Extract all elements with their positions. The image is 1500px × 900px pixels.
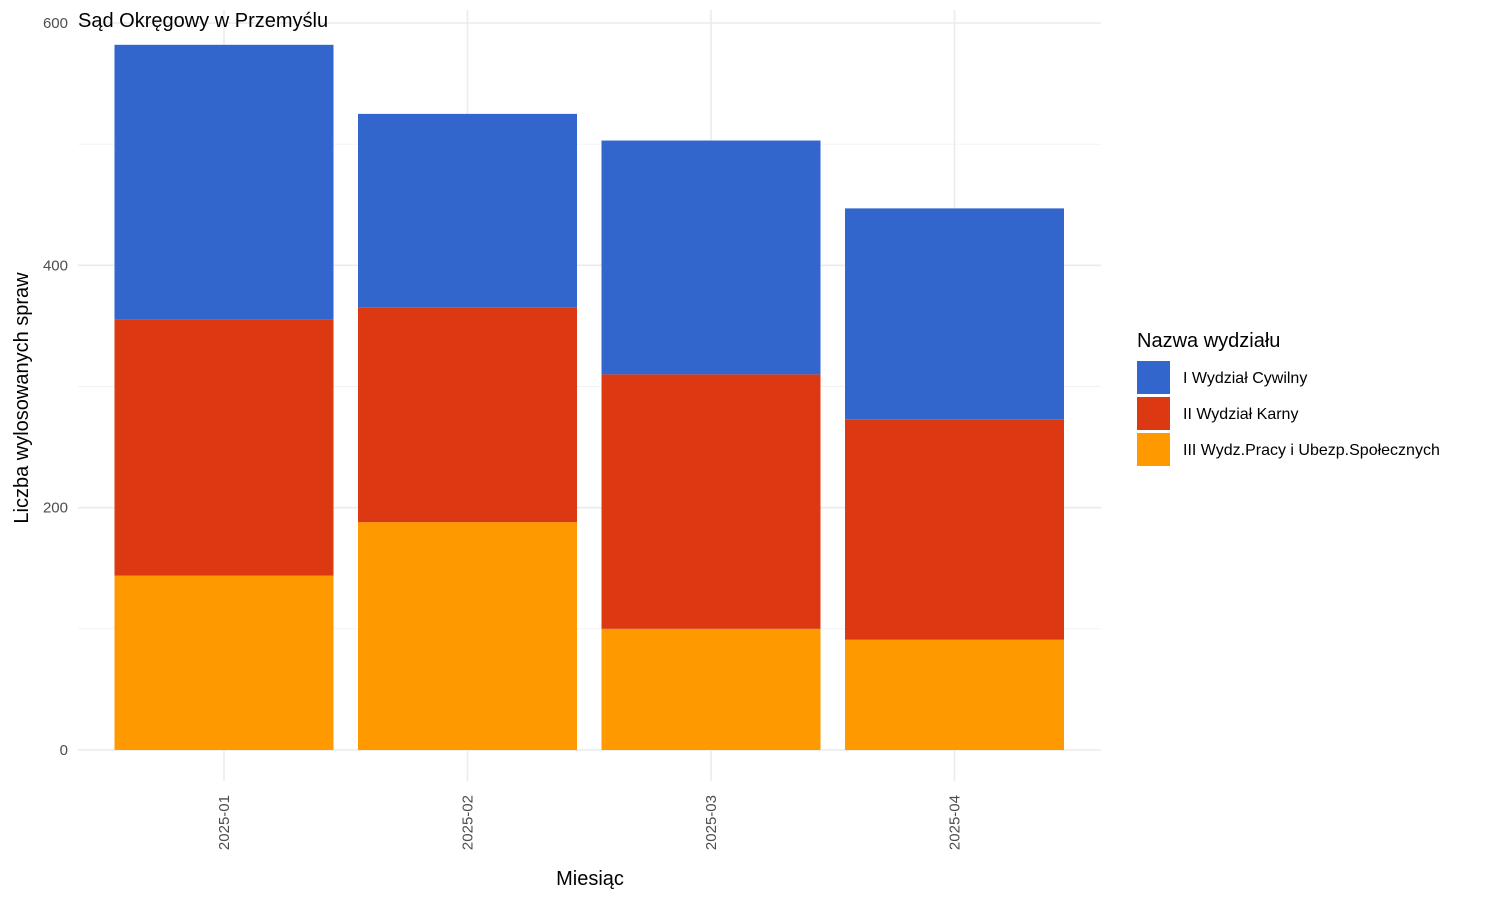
y-axis-ticks: 0 200 400 600 [43, 15, 68, 759]
bar-segment [601, 628, 821, 750]
y-tick-label: 200 [43, 500, 68, 517]
bar-segment [601, 140, 821, 375]
x-tick-label: 2025-04 [947, 795, 964, 850]
y-axis-title: Liczba wylosowanych spraw [11, 272, 33, 524]
bar-segment [845, 419, 1064, 640]
legend-label: II Wydział Karny [1183, 406, 1298, 423]
legend: Nazwa wydziału I Wydział Cywilny II Wydzi… [1137, 330, 1440, 466]
bar-segment [358, 522, 577, 750]
chart-title: Sąd Okręgowy w Przemyślu [78, 10, 328, 32]
legend-label: I Wydział Cywilny [1183, 370, 1307, 387]
bar-segment [114, 575, 334, 750]
bar-segment [845, 639, 1064, 750]
x-tick-label: 2025-02 [460, 795, 477, 850]
y-tick-label: 600 [43, 15, 68, 32]
bar-segment [601, 374, 821, 629]
y-tick-label: 400 [43, 257, 68, 274]
bar-segment [358, 113, 577, 308]
bar-segment [358, 307, 577, 523]
legend-items: I Wydział Cywilny II Wydział Karny III Wyd… [1137, 361, 1440, 466]
bar-segment [114, 44, 334, 320]
bar-segment [114, 319, 334, 576]
y-tick-label: 0 [60, 742, 68, 759]
legend-swatch [1137, 433, 1170, 466]
legend-label: III Wydz.Pracy i Ubezp.Społecznych [1183, 442, 1440, 459]
x-axis-title: Miesiąc [556, 868, 624, 890]
legend-swatch [1137, 361, 1170, 394]
bar-segment [845, 208, 1064, 420]
x-tick-label: 2025-03 [703, 795, 720, 850]
x-axis-ticks: 2025-01 2025-02 2025-03 2025-04 [216, 795, 964, 850]
legend-swatch [1137, 397, 1170, 430]
bars [114, 44, 1064, 750]
legend-title: Nazwa wydziału [1137, 330, 1280, 352]
x-tick-label: 2025-01 [216, 795, 233, 850]
